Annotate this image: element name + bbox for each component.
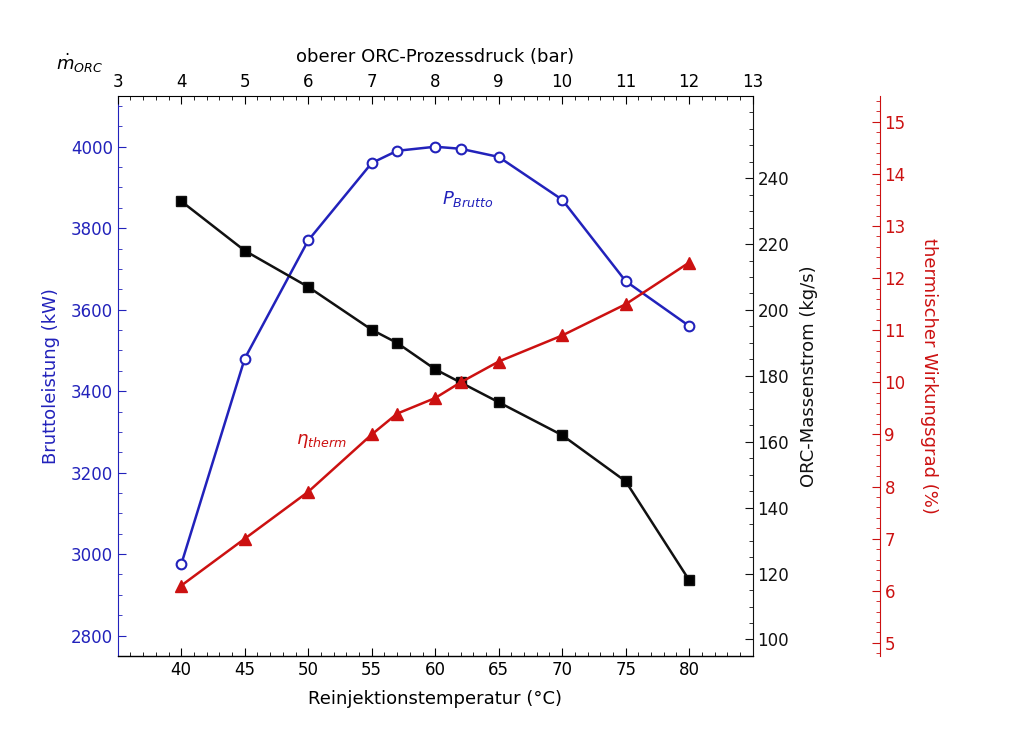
Text: $P_{Brutto}$: $P_{Brutto}$ bbox=[441, 189, 494, 209]
X-axis label: Reinjektionstemperatur (°C): Reinjektionstemperatur (°C) bbox=[308, 690, 562, 708]
Y-axis label: thermischer Wirkungsgrad (%): thermischer Wirkungsgrad (%) bbox=[920, 238, 938, 514]
X-axis label: oberer ORC-Prozessdruck (bar): oberer ORC-Prozessdruck (bar) bbox=[296, 48, 574, 66]
Text: $\dot{m}_{ORC}$: $\dot{m}_{ORC}$ bbox=[56, 52, 103, 75]
Y-axis label: Bruttoleistung (kW): Bruttoleistung (kW) bbox=[42, 288, 59, 464]
Text: $\eta_{therm}$: $\eta_{therm}$ bbox=[296, 432, 346, 450]
Y-axis label: ORC-Massenstrom (kg/s): ORC-Massenstrom (kg/s) bbox=[801, 265, 818, 486]
